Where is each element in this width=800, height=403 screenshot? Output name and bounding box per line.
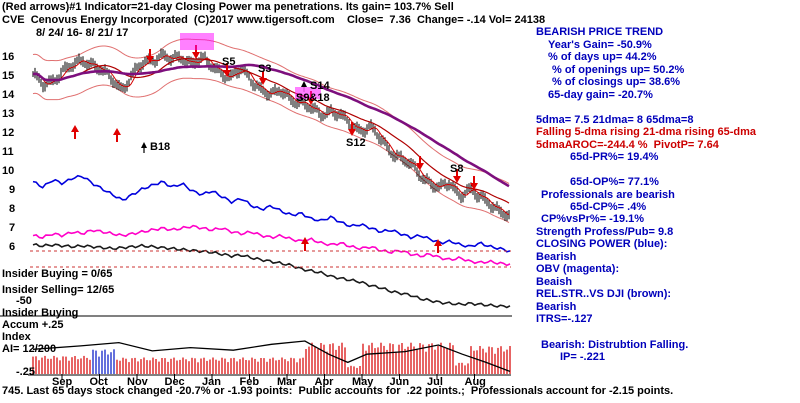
- month-label: Mar: [277, 376, 297, 388]
- stat-line: Bearish: [536, 301, 577, 313]
- price-tick: 8: [9, 203, 16, 215]
- price-tick: 11: [2, 146, 14, 158]
- price-tick: 10: [2, 165, 15, 177]
- chart-annotation: S8: [450, 163, 464, 175]
- month-label: Sep: [52, 376, 73, 388]
- month-label: Oct: [89, 376, 108, 388]
- stat-line: ITRS=-.127: [536, 313, 593, 325]
- left-label: -50: [16, 295, 32, 307]
- stat-line: 5dmaAROC=-244.4 % PivotP= 7.64: [536, 139, 719, 151]
- left-label: Insider Buying = 0/65: [2, 268, 113, 280]
- stat-line: IP= -.221: [560, 351, 605, 363]
- chart-annotation: S9&18: [296, 92, 330, 104]
- stat-line: % of days up= 44.2%: [548, 51, 657, 63]
- stat-line: Falling 5-dma rising 21-dma rising 65-dm…: [536, 126, 757, 138]
- left-label: Insider Buying: [2, 307, 79, 319]
- month-label: Dec: [164, 376, 185, 388]
- stat-line: REL.STR..VS DJI (brown):: [536, 288, 672, 300]
- price-tick: 16: [2, 51, 15, 63]
- price-tick: 6: [9, 241, 16, 253]
- price-tick: 9: [9, 184, 16, 196]
- date-range: 8/ 24/ 16- 8/ 21/ 17: [36, 27, 129, 39]
- month-label: Jan: [202, 376, 221, 388]
- stat-line: 65-day gain= -20.7%: [548, 89, 653, 101]
- stat-line: Strength Profess/Pub= 9.8: [536, 226, 674, 238]
- stat-line: % of closings up= 38.6%: [552, 76, 681, 88]
- stat-line: % of openings up= 50.2%: [552, 64, 685, 76]
- month-label: Jul: [427, 376, 443, 388]
- price-tick: 15: [2, 70, 15, 82]
- left-label: Accum +.25: [2, 319, 64, 331]
- stat-line: Bearish: [536, 251, 577, 263]
- stat-line: OBV (magenta):: [536, 263, 620, 275]
- symbol-line: CVE Cenovus Energy Incorporated (C)2017 …: [2, 14, 546, 26]
- price-tick: 12: [2, 127, 15, 139]
- stat-line: Professionals are bearish: [541, 189, 675, 201]
- price-tick: 7: [9, 222, 16, 234]
- stat-line: 65d-OP%= 77.1%: [570, 176, 659, 188]
- month-label: Nov: [127, 376, 148, 388]
- month-label: Jun: [389, 376, 410, 388]
- stat-line: Beaish: [536, 276, 573, 288]
- stat-line: 65d-PR%= 19.4%: [570, 151, 659, 163]
- footer-summary: 745. Last 65 days stock changed -20.7% o…: [2, 385, 674, 397]
- left-label: Insider Selling= 12/65: [2, 284, 115, 296]
- price-tick: 14: [2, 89, 15, 101]
- stat-line: Bearish: Distrubtion Falling.: [541, 339, 689, 351]
- chart-annotation: S3: [258, 63, 272, 75]
- left-label: AI= 12/200: [2, 343, 57, 355]
- month-label: Apr: [314, 376, 334, 388]
- price-tick: 13: [2, 108, 15, 120]
- month-label: Feb: [239, 376, 260, 388]
- month-label: May: [352, 376, 374, 388]
- stat-line: 65d-CP%= .4%: [570, 201, 647, 213]
- chart-annotation: B18: [150, 141, 171, 153]
- chart-annotation: S12: [346, 137, 366, 149]
- left-label: Index: [2, 331, 31, 343]
- month-label: Aug: [464, 376, 486, 388]
- stat-line: BEARISH PRICE TREND: [536, 26, 664, 38]
- chart-annotation: S5: [222, 56, 236, 68]
- title-line: (Red arrows)#1 Indicator=21-day Closing …: [2, 1, 454, 13]
- stat-line: Year's Gain= -50.9%: [548, 39, 652, 51]
- left-label: -.25: [16, 366, 35, 378]
- stat-line: CLOSING POWER (blue):: [536, 238, 668, 250]
- stat-line: 5dma= 7.5 21dma= 8 65dma=8: [536, 114, 694, 126]
- chart-annotation: S14: [310, 80, 330, 92]
- stat-line: CP%vsPr%= -19.1%: [541, 213, 645, 225]
